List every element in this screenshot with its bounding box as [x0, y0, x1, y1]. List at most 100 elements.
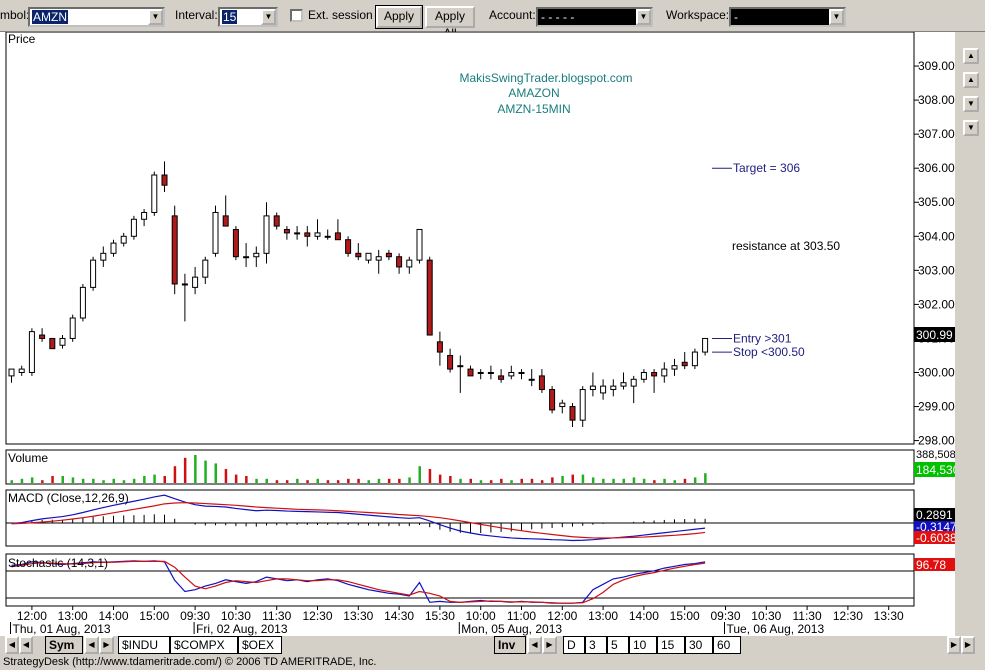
- volume-bar: [387, 478, 391, 483]
- scroll-up-icon[interactable]: ▲: [963, 48, 979, 64]
- apply-button[interactable]: Apply: [375, 5, 423, 29]
- candle-body: [243, 256, 250, 259]
- volume-bar: [561, 476, 564, 483]
- scroll-down-icon[interactable]: ▼: [963, 96, 979, 112]
- volume-bar: [143, 476, 146, 483]
- tab-symbol-compx[interactable]: $COMPX: [170, 636, 238, 654]
- symbol-combobox[interactable]: AMZN ▼: [28, 7, 165, 27]
- volume-bar: [224, 469, 228, 483]
- scroll-up-fast-icon[interactable]: ▲: [963, 72, 979, 88]
- time-tick-label: 12:30: [302, 609, 332, 623]
- apply-all-button[interactable]: Apply All: [425, 6, 475, 40]
- sym-next-icon[interactable]: ▶: [99, 636, 114, 654]
- tab-interval-3[interactable]: 3: [585, 636, 607, 654]
- tab-interval-d[interactable]: D: [563, 636, 585, 654]
- candle-body: [90, 259, 97, 288]
- workspace-value: -: [734, 10, 738, 24]
- candle-body: [518, 371, 525, 374]
- date-tick-label: Fri, 02 Aug, 2013: [196, 622, 288, 636]
- volume-bar: [306, 480, 309, 483]
- tab-interval-15[interactable]: 15: [657, 636, 685, 654]
- macd-line: [11, 494, 706, 542]
- next-page-icon[interactable]: ▶: [947, 636, 961, 654]
- scroll-down-fast-icon[interactable]: ▼: [963, 120, 979, 136]
- candle-body: [324, 235, 331, 238]
- volume-bar: [112, 478, 115, 483]
- workspace-label: Workspace:: [666, 8, 730, 22]
- candle-body: [589, 385, 596, 391]
- workspace-combobox[interactable]: - ▼: [729, 7, 846, 27]
- volume-bar: [10, 480, 13, 483]
- volume-bar: [612, 478, 615, 483]
- volume-bar: [540, 480, 544, 483]
- tab-interval-10[interactable]: 10: [629, 636, 657, 654]
- volume-bar: [41, 480, 44, 483]
- tab-interval-5[interactable]: 5: [607, 636, 629, 654]
- macd-value-badge-3: [914, 531, 955, 544]
- candle-body: [222, 215, 229, 227]
- first-page-icon[interactable]: ◀: [5, 636, 19, 654]
- interval-value: 15: [222, 10, 238, 24]
- stochastic-panel-title: Stochastic (14,3,1): [8, 556, 108, 570]
- candle-body: [559, 402, 566, 408]
- candle-body: [702, 337, 709, 353]
- volume-header-value: 388,508: [916, 449, 955, 461]
- inv-prev-icon[interactable]: ◀: [527, 636, 542, 654]
- volume-bar: [132, 478, 136, 483]
- time-tick-label: 09:30: [710, 609, 740, 623]
- candle-body: [171, 215, 178, 285]
- symbol-tab-bar: ◀ ◀ Sym ◀ ▶ $INDU $COMPX $OEX Inv ◀ ▶ D …: [0, 636, 985, 654]
- candle-body: [59, 337, 66, 346]
- volume-bar: [602, 478, 605, 483]
- candle-body: [549, 389, 556, 411]
- last-page-icon[interactable]: ▶: [961, 636, 975, 654]
- account-combobox[interactable]: - - - - - ▼: [536, 7, 653, 27]
- account-dropdown-arrow-icon[interactable]: ▼: [636, 9, 651, 25]
- tab-symbol-indu[interactable]: $INDU: [118, 636, 170, 654]
- interval-label: Interval:: [175, 8, 218, 22]
- candle-body: [232, 228, 239, 258]
- tab-interval-60[interactable]: 60: [713, 636, 741, 654]
- prev-page-icon[interactable]: ◀: [19, 636, 33, 654]
- macd-value-1: 0.2891: [916, 508, 953, 522]
- volume-bar: [214, 463, 217, 483]
- candle-body: [18, 368, 25, 373]
- tab-sym[interactable]: Sym: [45, 636, 83, 654]
- volume-bar: [418, 466, 421, 483]
- time-tick-label: 15:00: [139, 609, 169, 623]
- tab-symbol-oex[interactable]: $OEX: [238, 636, 282, 654]
- candle-body: [253, 252, 260, 258]
- price-tick-label: 309.00: [918, 59, 955, 73]
- account-value: - - - - -: [541, 10, 575, 24]
- inv-next-icon[interactable]: ▶: [542, 636, 557, 654]
- candle-body: [345, 239, 352, 254]
- volume-bar: [459, 478, 462, 483]
- interval-dropdown-arrow-icon[interactable]: ▼: [261, 9, 276, 25]
- tab-inv[interactable]: Inv: [494, 636, 526, 654]
- volume-bar: [489, 480, 493, 483]
- chart-area[interactable]: 309.00 308.00 307.00 306.00 305.00 304.00 303.…: [0, 32, 955, 636]
- volume-bar: [51, 476, 54, 483]
- candle-body: [487, 371, 494, 374]
- candle-body: [263, 215, 270, 254]
- sym-prev-icon[interactable]: ◀: [84, 636, 99, 654]
- workspace-dropdown-arrow-icon[interactable]: ▼: [829, 9, 844, 25]
- volume-bar: [163, 476, 166, 483]
- candle-body: [273, 215, 280, 227]
- candle-body: [640, 371, 647, 380]
- candle-body: [283, 228, 290, 234]
- price-tick-label: 308.00: [918, 93, 955, 107]
- candle-body: [314, 232, 321, 237]
- candle-body: [130, 218, 137, 237]
- volume-bar: [683, 478, 687, 483]
- volume-bar: [357, 478, 360, 483]
- symbol-dropdown-arrow-icon[interactable]: ▼: [148, 9, 163, 25]
- price-tick-label: 300.00: [918, 365, 955, 379]
- interval-combobox[interactable]: 15 ▼: [218, 7, 278, 27]
- tab-interval-30[interactable]: 30: [685, 636, 713, 654]
- candle-body: [212, 211, 219, 254]
- price-panel-title: Price: [8, 32, 36, 46]
- time-tick-label: 12:00: [547, 609, 577, 623]
- ext-session-checkbox[interactable]: [290, 9, 303, 22]
- candle-body: [661, 368, 668, 377]
